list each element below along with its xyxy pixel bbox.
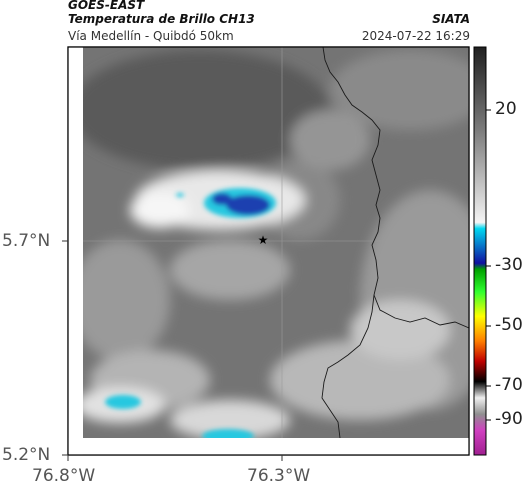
colorbar-ticks: [486, 109, 491, 421]
department-border-lines: [321, 47, 469, 438]
colorbar-label: -70: [495, 375, 523, 395]
organization-label: SIATA: [432, 12, 470, 26]
x-tick-label: 76.8°W: [32, 466, 96, 486]
star-marker: ★: [258, 233, 269, 247]
colorbar-label: 20: [495, 99, 517, 119]
cold-cloud-cores: [105, 188, 276, 438]
region-subtitle: Vía Medellín - Quibdó 50km: [68, 29, 234, 43]
satellite-title: GOES-EAST: [68, 0, 145, 12]
colorbar-label: -90: [495, 409, 523, 429]
axis-ticks: [62, 240, 283, 461]
timestamp: 2024-07-22 16:29: [361, 29, 470, 43]
colorbar: [473, 46, 487, 456]
x-tick-label: 76.3°W: [247, 466, 311, 486]
colorbar-label: -30: [495, 255, 523, 275]
y-tick-label: 5.7°N: [2, 231, 51, 251]
colorbar-label: -50: [495, 315, 523, 335]
brightness-temperature-image: [83, 47, 469, 438]
y-tick-label: 5.2°N: [2, 445, 51, 465]
product-title: Temperatura de Brillo CH13: [68, 12, 255, 26]
